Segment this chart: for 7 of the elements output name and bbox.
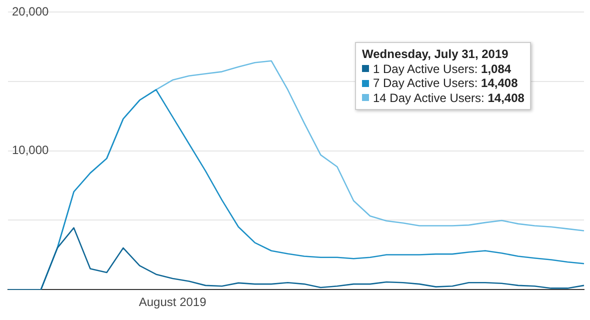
annotation: Wednesday, July 31, 2019: [362, 47, 508, 62]
x-tick-label: August 2019: [138, 295, 207, 310]
annotation: 1 Day Active Users: 1,084: [373, 62, 512, 76]
annotation: 14 Day Active Users: 14,408: [373, 90, 524, 105]
y-tick-label: 20,000: [12, 4, 50, 18]
annotation: 7 Day Active Users: 14,408: [373, 76, 518, 90]
y-tick-label: 10,000: [12, 143, 50, 158]
